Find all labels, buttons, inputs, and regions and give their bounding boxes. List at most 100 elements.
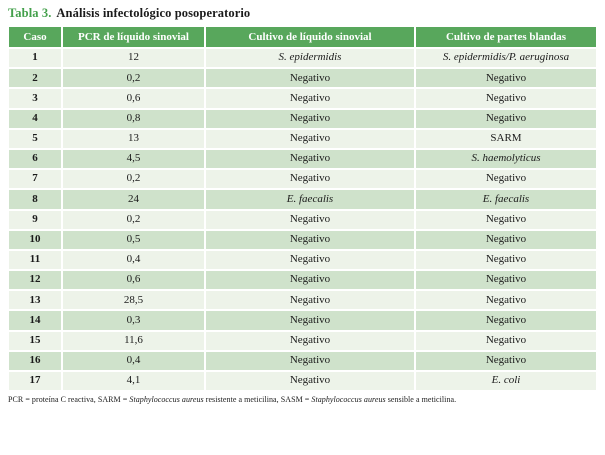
cell-cultivo-liquido: Negativo [206,69,414,88]
table-title: Tabla 3. Análisis infectológico posoperat… [8,6,598,21]
column-header-pcr-liquido: PCR de líquido sinovial [63,27,204,47]
table-row: 5 13 Negativo SARM [9,129,596,148]
cell-cultivo-partes: Negativo [416,291,596,310]
cell-pcr-value: 13 [63,129,204,148]
cell-pcr-value: 0,6 [63,89,204,108]
cell-caso: 13 [9,291,61,310]
cell-pcr-value: 0,2 [63,170,204,189]
cell-cultivo-partes: Negativo [416,109,596,128]
cell-caso: 8 [9,190,61,209]
cell-pcr-value: 0,2 [63,69,204,88]
cell-caso: 14 [9,311,61,330]
table-title-text: Análisis infectológico posoperatorio [56,6,251,20]
cell-pcr-value: 0,2 [63,210,204,229]
cell-pcr-value: 24 [63,190,204,209]
table-body: 1 12 S. epidermidis S. epidermidis/P. aerug… [9,49,596,391]
cell-pcr-value: 0,4 [63,351,204,370]
cell-caso: 17 [9,372,61,391]
footnote-text: PCR = proteína C reactiva, SARM = [8,395,130,405]
column-header-cultivo-partes: Cultivo de partes blandas [416,27,596,47]
header-row: Caso PCR de líquido sinovial Cultivo de … [9,27,596,47]
cell-caso: 12 [9,271,61,290]
cell-cultivo-partes: S. haemolyticus [416,149,596,169]
cell-cultivo-partes: SARM [416,129,596,148]
cell-caso: 10 [9,230,61,249]
cell-caso: 15 [9,331,61,350]
cell-cultivo-liquido: Negativo [206,271,414,290]
cell-caso: 4 [9,109,61,128]
table-row: 17 4,1 Negativo E. coli [9,372,596,391]
footnote-species-name: Staphylococcus aureus [311,395,386,405]
cell-caso: 16 [9,351,61,370]
cell-cultivo-liquido: Negativo [206,311,414,330]
cell-caso: 9 [9,210,61,229]
table-row: 6 4,5 Negativo S. haemolyticus [9,149,596,169]
cell-caso: 11 [9,250,61,270]
cell-cultivo-liquido: Negativo [206,351,414,370]
cell-cultivo-liquido: Negativo [206,109,414,128]
cell-pcr-value: 0,3 [63,311,204,330]
cell-caso: 7 [9,170,61,189]
cell-caso: 6 [9,149,61,169]
cell-cultivo-partes: Negativo [416,210,596,229]
table-row: 10 0,5 Negativo Negativo [9,230,596,249]
cell-cultivo-partes: S. epidermidis/P. aeruginosa [416,49,596,68]
table-row: 4 0,8 Negativo Negativo [9,109,596,128]
cell-cultivo-liquido: Negativo [206,210,414,229]
cell-cultivo-liquido: E. faecalis [206,190,414,209]
analysis-table: Caso PCR de líquido sinovial Cultivo de … [7,25,598,393]
cell-cultivo-partes: Negativo [416,170,596,189]
cell-cultivo-liquido: Negativo [206,149,414,169]
cell-cultivo-partes: Negativo [416,89,596,108]
footnote-text: resistente a meticilina, SASM = [203,395,312,405]
footnote-text: sensible a meticilina. [385,395,457,405]
table-row: 13 28,5 Negativo Negativo [9,291,596,310]
cell-cultivo-liquido: Negativo [206,129,414,148]
footnote: PCR = proteína C reactiva, SARM = Staphy… [8,395,598,404]
table-row: 14 0,3 Negativo Negativo [9,311,596,330]
cell-caso: 2 [9,69,61,88]
cell-cultivo-partes: Negativo [416,69,596,88]
table-row: 16 0,4 Negativo Negativo [9,351,596,370]
cell-pcr-value: 0,5 [63,230,204,249]
cell-cultivo-liquido: Negativo [206,291,414,310]
cell-pcr-value: 4,5 [63,149,204,169]
table-row: 2 0,2 Negativo Negativo [9,69,596,88]
table-title-label: Tabla 3. [8,6,52,20]
table-row: 9 0,2 Negativo Negativo [9,210,596,229]
cell-cultivo-partes: Negativo [416,331,596,350]
cell-cultivo-partes: Negativo [416,351,596,370]
cell-caso: 1 [9,49,61,68]
cell-pcr-value: 11,6 [63,331,204,350]
cell-cultivo-liquido: Negativo [206,250,414,270]
cell-cultivo-liquido: Negativo [206,372,414,391]
table-row: 1 12 S. epidermidis S. epidermidis/P. aerug… [9,49,596,68]
cell-pcr-value: 0,4 [63,250,204,270]
cell-cultivo-liquido: Negativo [206,331,414,350]
table-header: Caso PCR de líquido sinovial Cultivo de … [9,27,596,47]
table-row: 7 0,2 Negativo Negativo [9,170,596,189]
table-row: 12 0,6 Negativo Negativo [9,271,596,290]
cell-cultivo-liquido: S. epidermidis [206,49,414,68]
table-row: 3 0,6 Negativo Negativo [9,89,596,108]
cell-cultivo-partes: Negativo [416,250,596,270]
cell-cultivo-partes: Negativo [416,230,596,249]
cell-pcr-value: 12 [63,49,204,68]
cell-cultivo-liquido: Negativo [206,89,414,108]
footnote-species-name: Staphylococcus aureus [129,395,204,405]
column-header-caso: Caso [9,27,61,47]
cell-cultivo-partes: E. coli [416,372,596,391]
column-header-cultivo-liquido: Cultivo de líquido sinovial [206,27,414,47]
cell-cultivo-liquido: Negativo [206,170,414,189]
cell-pcr-value: 4,1 [63,372,204,391]
cell-caso: 5 [9,129,61,148]
cell-pcr-value: 28,5 [63,291,204,310]
cell-pcr-value: 0,6 [63,271,204,290]
cell-cultivo-partes: Negativo [416,311,596,330]
table-row: 11 0,4 Negativo Negativo [9,250,596,270]
cell-cultivo-liquido: Negativo [206,230,414,249]
table-row: 8 24 E. faecalis E. faecalis [9,190,596,209]
cell-cultivo-partes: Negativo [416,271,596,290]
cell-caso: 3 [9,89,61,108]
